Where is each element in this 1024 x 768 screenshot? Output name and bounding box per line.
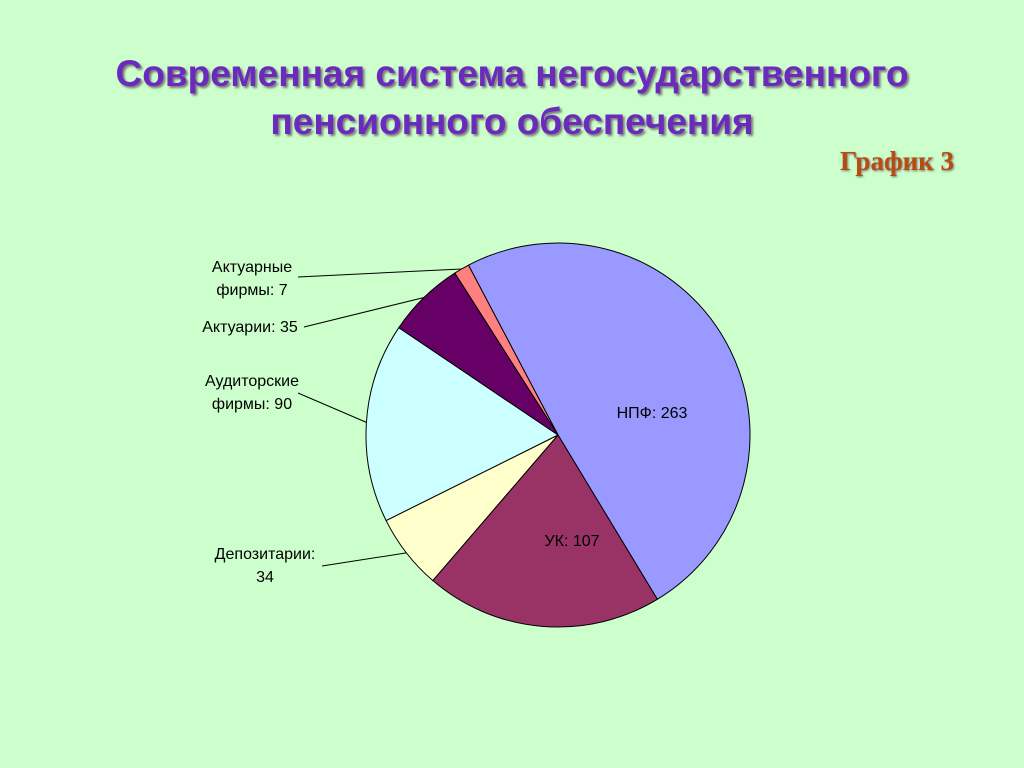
pie-slice (432, 434, 659, 628)
pie-slice (365, 326, 559, 522)
leader-line (303, 296, 425, 328)
data-label: Аудиторские фирмы: 90 (204, 373, 299, 413)
data-label: Актуарии: 35 (202, 319, 298, 336)
chart-title: Современная система негосударственного п… (115, 53, 909, 142)
data-label: УК: 107 (544, 533, 600, 550)
annotation: График 3 (839, 146, 954, 176)
leader-line (321, 552, 407, 567)
leader-line (297, 268, 462, 278)
data-label: Депозитарии: 34 (214, 546, 316, 586)
pie-slice (467, 242, 751, 600)
leader-line (297, 392, 367, 423)
data-label: НПФ: 263 (616, 405, 688, 422)
data-label: Актуарные фирмы: 7 (211, 259, 293, 299)
